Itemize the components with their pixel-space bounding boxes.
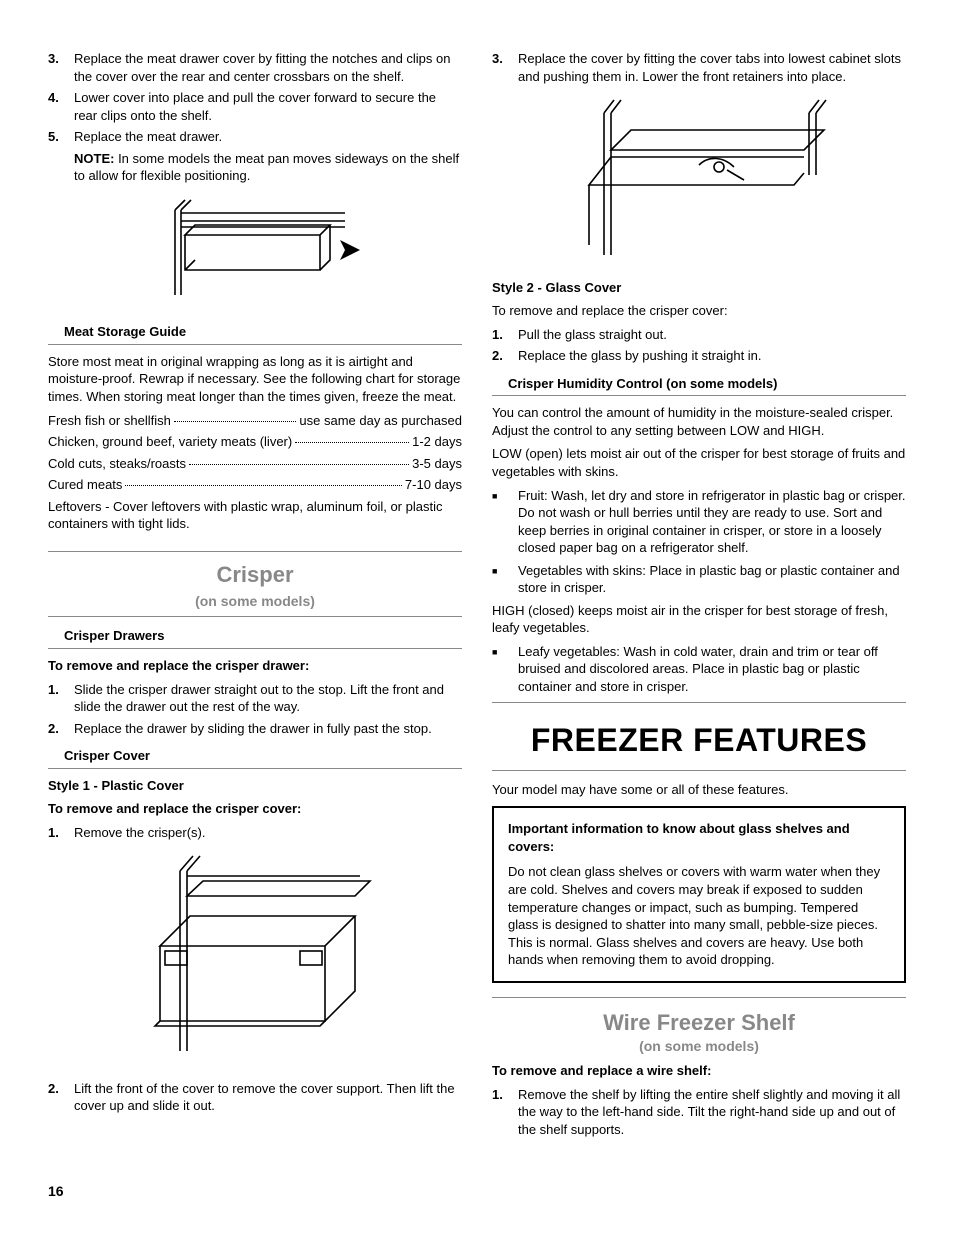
divider xyxy=(492,702,906,703)
list-item: Vegetables with skins: Place in plastic … xyxy=(492,562,906,597)
style1-lead: To remove and replace the crisper cover: xyxy=(48,800,462,818)
drawer-illustration-icon xyxy=(145,195,365,305)
crisper-drawers-heading: Crisper Drawers xyxy=(48,627,462,649)
humidity-bullets-high: Leafy vegetables: Wash in cold water, dr… xyxy=(492,643,906,696)
cover-illustration-icon xyxy=(549,95,849,260)
leftovers-note: Leftovers - Cover leftovers with plastic… xyxy=(48,498,462,533)
list-item: 3.Replace the meat drawer cover by fitti… xyxy=(48,50,462,85)
humidity-p2: LOW (open) lets moist air out of the cri… xyxy=(492,445,906,480)
list-item: 1.Remove the shelf by lifting the entire… xyxy=(492,1086,906,1139)
note-label: NOTE: xyxy=(74,151,114,166)
wire-lead: To remove and replace a wire shelf: xyxy=(492,1062,906,1080)
style2-lead: To remove and replace the crisper cover: xyxy=(492,302,906,320)
wire-subtitle: (on some models) xyxy=(492,1037,906,1056)
glass-shelves-info-box: Important information to know about glas… xyxy=(492,806,906,982)
table-row: Cured meats7-10 days xyxy=(48,476,462,494)
style2-steps: 1.Pull the glass straight out. 2.Replace… xyxy=(492,326,906,365)
meat-guide-paragraph: Store most meat in original wrapping as … xyxy=(48,353,462,406)
info-box-body: Do not clean glass shelves or covers wit… xyxy=(508,863,890,968)
table-row: Fresh fish or shellfishuse same day as p… xyxy=(48,412,462,430)
list-item: Leafy vegetables: Wash in cold water, dr… xyxy=(492,643,906,696)
meat-storage-table: Fresh fish or shellfishuse same day as p… xyxy=(48,412,462,494)
meat-drawer-steps: 3.Replace the meat drawer cover by fitti… xyxy=(48,50,462,146)
style2-heading: Style 2 - Glass Cover xyxy=(492,279,906,297)
freezer-intro: Your model may have some or all of these… xyxy=(492,781,906,799)
info-box-title: Important information to know about glas… xyxy=(508,820,890,855)
wire-steps: 1.Remove the shelf by lifting the entire… xyxy=(492,1086,906,1139)
style1-heading: Style 1 - Plastic Cover xyxy=(48,777,462,795)
crisper-illustration-icon xyxy=(125,851,385,1061)
list-item: 1.Slide the crisper drawer straight out … xyxy=(48,681,462,716)
humidity-bullets-low: Fruit: Wash, let dry and store in refrig… xyxy=(492,487,906,597)
crisper-drawers-lead: To remove and replace the crisper drawer… xyxy=(48,657,462,675)
page-columns: 3.Replace the meat drawer cover by fitti… xyxy=(48,50,906,1142)
crisper-figure-1 xyxy=(48,851,462,1066)
left-column: 3.Replace the meat drawer cover by fitti… xyxy=(48,50,462,1142)
crisper-section-title: Crisper (on some models) xyxy=(48,551,462,618)
list-item: Fruit: Wash, let dry and store in refrig… xyxy=(492,487,906,557)
humidity-p1: You can control the amount of humidity i… xyxy=(492,404,906,439)
meat-drawer-figure xyxy=(48,195,462,310)
list-item: 2.Lift the front of the cover to remove … xyxy=(48,1080,462,1115)
list-item: 3.Replace the cover by fitting the cover… xyxy=(492,50,906,85)
humidity-p3: HIGH (closed) keeps moist air in the cri… xyxy=(492,602,906,637)
right-column: 3.Replace the cover by fitting the cover… xyxy=(492,50,906,1142)
table-row: Chicken, ground beef, variety meats (liv… xyxy=(48,433,462,451)
crisper-title: Crisper xyxy=(48,560,462,590)
list-item: 1.Remove the crisper(s). xyxy=(48,824,462,842)
list-item: 1.Pull the glass straight out. xyxy=(492,326,906,344)
freezer-features-title: FREEZER FEATURES xyxy=(492,719,906,762)
crisper-drawer-steps: 1.Slide the crisper drawer straight out … xyxy=(48,681,462,738)
divider xyxy=(492,997,906,998)
style1-steps-a: 1.Remove the crisper(s). xyxy=(48,824,462,842)
page-number: 16 xyxy=(48,1182,906,1201)
list-item: 5.Replace the meat drawer. xyxy=(48,128,462,146)
crisper-subtitle: (on some models) xyxy=(48,592,462,611)
crisper-cover-heading: Crisper Cover xyxy=(48,747,462,769)
meat-storage-guide-heading: Meat Storage Guide xyxy=(48,323,462,345)
note-text: In some models the meat pan moves sidewa… xyxy=(74,151,459,184)
list-item: 2.Replace the glass by pushing it straig… xyxy=(492,347,906,365)
arrow-right-icon xyxy=(340,240,360,260)
note-block: NOTE: In some models the meat pan moves … xyxy=(48,150,462,185)
divider xyxy=(492,770,906,771)
list-item: 2.Replace the drawer by sliding the draw… xyxy=(48,720,462,738)
wire-title: Wire Freezer Shelf xyxy=(492,1008,906,1038)
table-row: Cold cuts, steaks/roasts3-5 days xyxy=(48,455,462,473)
humidity-heading: Crisper Humidity Control (on some models… xyxy=(492,375,906,397)
list-item: 4.Lower cover into place and pull the co… xyxy=(48,89,462,124)
cover-replace-steps: 3.Replace the cover by fitting the cover… xyxy=(492,50,906,85)
cover-figure xyxy=(492,95,906,265)
wire-shelf-section-title: Wire Freezer Shelf (on some models) xyxy=(492,1008,906,1057)
style1-steps-b: 2.Lift the front of the cover to remove … xyxy=(48,1080,462,1115)
